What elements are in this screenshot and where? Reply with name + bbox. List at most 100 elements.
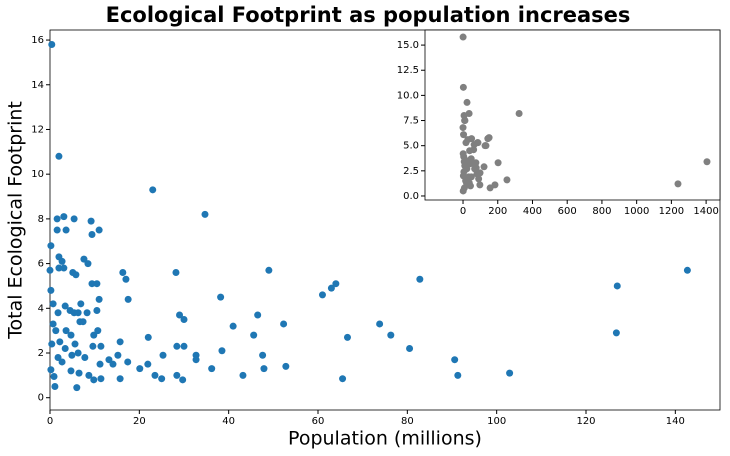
- point: [159, 351, 167, 359]
- chart-title: Ecological Footprint as population incre…: [106, 3, 631, 27]
- point: [260, 365, 268, 373]
- y-tick-label: 10: [31, 169, 44, 180]
- point: [474, 139, 482, 147]
- y-tick-label: 12.5: [397, 65, 419, 76]
- point: [683, 266, 691, 274]
- point: [515, 109, 523, 117]
- point: [47, 286, 55, 294]
- point: [179, 376, 187, 384]
- point: [674, 180, 682, 188]
- point: [55, 264, 63, 272]
- point: [53, 226, 61, 234]
- y-tick-label: 2: [38, 348, 44, 359]
- x-tick-label: 40: [222, 416, 235, 427]
- point: [387, 331, 395, 339]
- point: [84, 260, 92, 268]
- point: [250, 331, 258, 339]
- point: [116, 338, 124, 346]
- x-tick-label: 80: [401, 416, 414, 427]
- point: [58, 358, 66, 366]
- point: [460, 153, 468, 161]
- point: [327, 284, 335, 292]
- point: [97, 375, 105, 383]
- point: [218, 347, 226, 355]
- point: [58, 257, 66, 265]
- point: [339, 375, 347, 383]
- point: [459, 33, 467, 41]
- point: [71, 340, 79, 348]
- point: [47, 242, 55, 250]
- point: [48, 41, 56, 49]
- point: [265, 266, 273, 274]
- point: [90, 331, 98, 339]
- point: [88, 231, 96, 239]
- point: [461, 117, 469, 125]
- y-tick-label: 14: [31, 80, 44, 91]
- y-tick-label: 16: [31, 35, 44, 46]
- point: [506, 369, 514, 377]
- point: [77, 300, 85, 308]
- point: [280, 320, 288, 328]
- point: [466, 147, 474, 155]
- x-tick-label: 1400: [693, 206, 718, 217]
- point: [75, 369, 83, 377]
- point: [49, 300, 57, 308]
- point: [463, 98, 471, 106]
- point: [173, 371, 181, 379]
- point: [144, 360, 152, 368]
- point: [459, 83, 467, 91]
- point: [468, 135, 476, 143]
- point: [79, 318, 87, 326]
- point: [612, 329, 620, 337]
- point: [116, 375, 124, 383]
- y-tick-label: 2.5: [403, 166, 419, 177]
- point: [122, 275, 130, 283]
- point: [217, 293, 225, 301]
- y-tick-label: 10.0: [397, 90, 419, 101]
- point: [68, 351, 76, 359]
- point: [62, 327, 70, 335]
- point: [88, 280, 96, 288]
- point: [476, 181, 484, 189]
- point: [486, 184, 494, 192]
- point: [93, 307, 101, 315]
- point: [124, 358, 132, 366]
- point: [259, 351, 267, 359]
- point: [416, 275, 424, 283]
- point: [89, 342, 97, 350]
- point: [62, 226, 70, 234]
- point: [87, 217, 95, 225]
- point: [180, 342, 188, 350]
- point: [208, 365, 216, 373]
- x-tick-label: 60: [312, 416, 325, 427]
- point: [72, 271, 80, 279]
- point: [254, 311, 262, 319]
- point: [613, 282, 621, 290]
- point: [67, 331, 75, 339]
- y-tick-label: 0: [38, 393, 44, 404]
- point: [94, 327, 102, 335]
- point: [459, 187, 467, 195]
- point: [282, 362, 290, 370]
- point: [47, 366, 55, 374]
- point: [54, 353, 62, 361]
- point: [149, 186, 157, 194]
- point: [192, 356, 200, 364]
- y-axis-label: Total Ecological Footprint: [5, 101, 27, 340]
- point: [136, 365, 144, 373]
- point: [70, 215, 78, 223]
- x-tick-label: 400: [523, 206, 542, 217]
- point: [180, 315, 188, 323]
- point: [332, 280, 340, 288]
- point: [105, 356, 113, 364]
- point: [95, 295, 103, 303]
- x-tick-label: 800: [592, 206, 611, 217]
- point: [201, 210, 209, 218]
- point: [343, 333, 351, 341]
- point: [480, 163, 488, 171]
- y-tick-label: 15.0: [397, 40, 419, 51]
- x-tick-label: 100: [487, 416, 506, 427]
- x-tick-label: 20: [133, 416, 146, 427]
- point: [95, 226, 103, 234]
